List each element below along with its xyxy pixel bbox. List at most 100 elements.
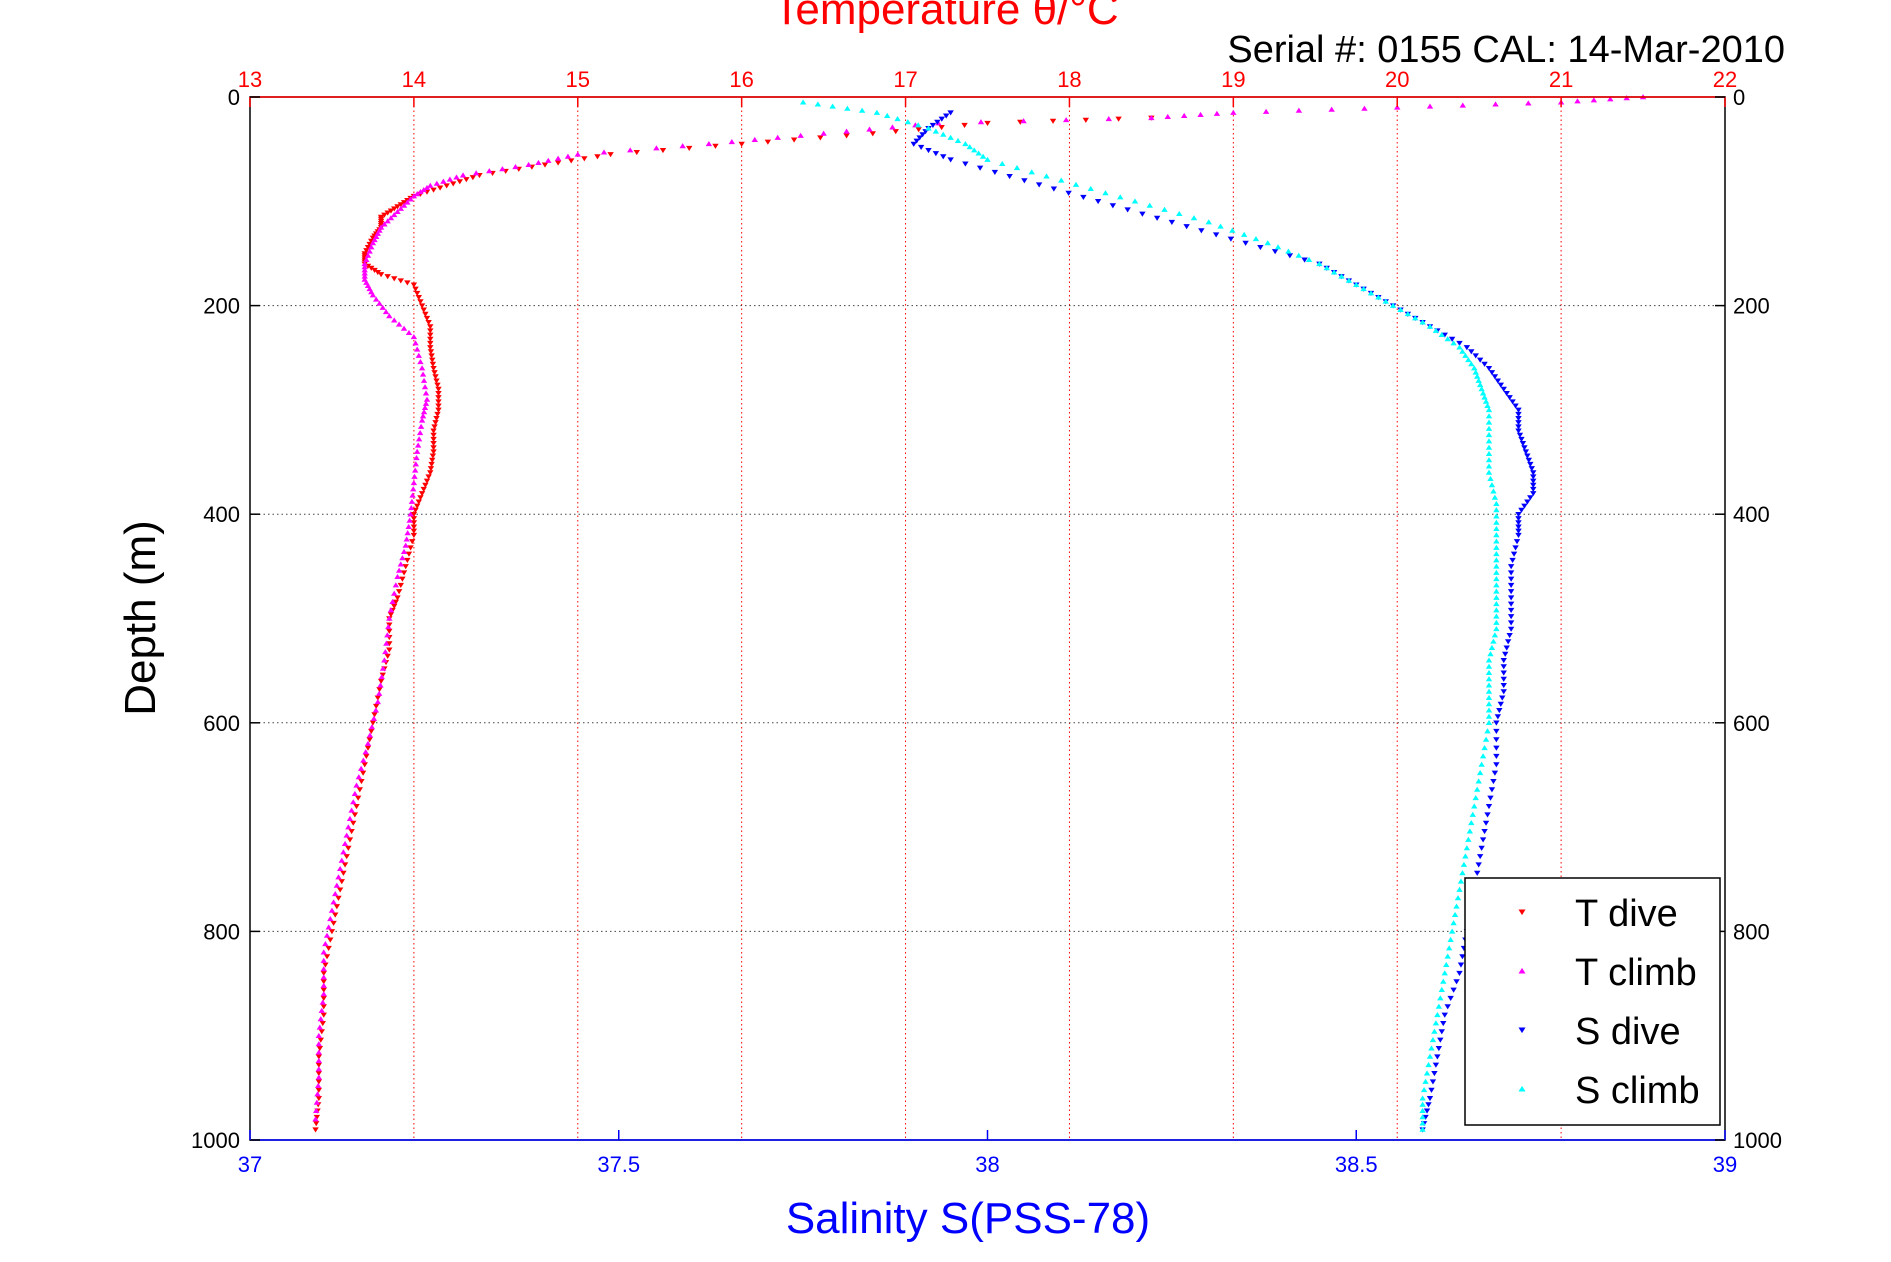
- data-point: [797, 132, 804, 138]
- data-point: [1176, 210, 1183, 217]
- data-point: [421, 384, 429, 390]
- data-point: [1475, 778, 1482, 784]
- data-point: [459, 172, 467, 178]
- data-point: [979, 153, 987, 159]
- data-point: [319, 999, 326, 1005]
- data-point: [1438, 331, 1445, 338]
- data-point: [1515, 420, 1522, 426]
- data-point: [1530, 474, 1537, 480]
- data-point: [1429, 1079, 1437, 1085]
- data-point: [1087, 185, 1094, 192]
- salinity-tick-label: 37: [238, 1152, 262, 1177]
- data-point: [1180, 112, 1188, 119]
- data-point: [1515, 416, 1522, 422]
- data-point: [1264, 240, 1271, 246]
- data-point: [1295, 107, 1303, 113]
- data-point: [381, 212, 388, 218]
- data-point: [366, 248, 373, 254]
- data-point: [686, 145, 693, 151]
- data-point: [407, 545, 414, 551]
- data-point: [1481, 744, 1488, 751]
- data-point: [919, 132, 926, 138]
- data-point: [1375, 294, 1382, 300]
- data-point: [1515, 424, 1522, 430]
- data-point: [312, 1127, 319, 1133]
- data-point: [433, 180, 441, 186]
- data-point: [1242, 240, 1249, 246]
- data-point: [1479, 837, 1487, 843]
- data-point: [409, 539, 416, 545]
- data-point: [1426, 103, 1434, 109]
- data-point: [1493, 563, 1500, 569]
- data-point: [1525, 100, 1532, 106]
- data-point: [413, 503, 421, 509]
- data-point: [1496, 708, 1503, 714]
- data-point: [1485, 694, 1493, 701]
- data-point: [361, 273, 368, 279]
- data-point: [394, 204, 401, 210]
- data-point: [1485, 707, 1493, 713]
- temperature-tick-label: 18: [1057, 67, 1081, 92]
- data-point: [843, 133, 850, 139]
- data-point: [1429, 1036, 1437, 1043]
- temperature-tick-label: 15: [566, 67, 590, 92]
- data-point: [415, 436, 423, 442]
- data-point: [764, 139, 772, 145]
- data-point: [1094, 199, 1102, 205]
- data-point: [915, 127, 922, 133]
- data-point: [1382, 298, 1389, 304]
- data-point: [1479, 753, 1487, 759]
- data-point: [1490, 638, 1497, 644]
- data-point: [1440, 1020, 1447, 1027]
- data-point: [932, 151, 940, 157]
- data-point: [1521, 503, 1528, 509]
- data-point: [984, 156, 991, 162]
- data-point: [1082, 117, 1090, 123]
- data-point: [1515, 528, 1522, 534]
- data-point: [1434, 1011, 1441, 1018]
- data-point: [368, 265, 375, 271]
- data-point: [313, 1107, 320, 1114]
- data-point: [421, 404, 429, 411]
- data-point: [1500, 670, 1507, 676]
- depth-tick-label: 0: [228, 85, 240, 110]
- data-point: [369, 292, 377, 298]
- data-point: [1515, 532, 1522, 538]
- data-point: [395, 567, 403, 573]
- data-point: [318, 1007, 325, 1013]
- data-point: [574, 151, 581, 157]
- data-point: [1080, 194, 1087, 201]
- data-point: [378, 674, 385, 680]
- data-point: [817, 135, 824, 141]
- data-point: [1168, 219, 1176, 226]
- data-point: [1456, 970, 1463, 976]
- data-point: [962, 161, 969, 167]
- data-point: [1217, 223, 1224, 229]
- data-point: [869, 131, 876, 137]
- data-point: [712, 143, 719, 149]
- data-point: [386, 622, 393, 628]
- data-point: [315, 1079, 323, 1085]
- data-point: [1117, 194, 1124, 200]
- data-point: [361, 762, 368, 768]
- data-point: [434, 382, 441, 388]
- data-point: [1507, 570, 1515, 576]
- data-point: [391, 276, 398, 282]
- data-point: [397, 582, 404, 589]
- data-point: [1485, 701, 1493, 707]
- data-point: [829, 103, 836, 109]
- data-point: [413, 448, 421, 454]
- data-point: [525, 161, 532, 168]
- series-s-climb: [799, 99, 1500, 1132]
- data-point: [372, 703, 380, 709]
- data-point: [1507, 589, 1515, 595]
- data-point: [1507, 620, 1515, 626]
- legend-marker: [1518, 1085, 1526, 1092]
- data-point: [1507, 595, 1515, 601]
- data-point: [427, 340, 434, 347]
- data-point: [402, 564, 409, 570]
- data-point: [541, 162, 549, 168]
- data-point: [1525, 457, 1533, 463]
- data-point: [350, 820, 357, 826]
- data-point: [1425, 1062, 1432, 1068]
